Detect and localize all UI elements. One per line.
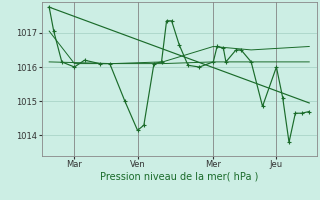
X-axis label: Pression niveau de la mer( hPa ): Pression niveau de la mer( hPa )	[100, 172, 258, 182]
